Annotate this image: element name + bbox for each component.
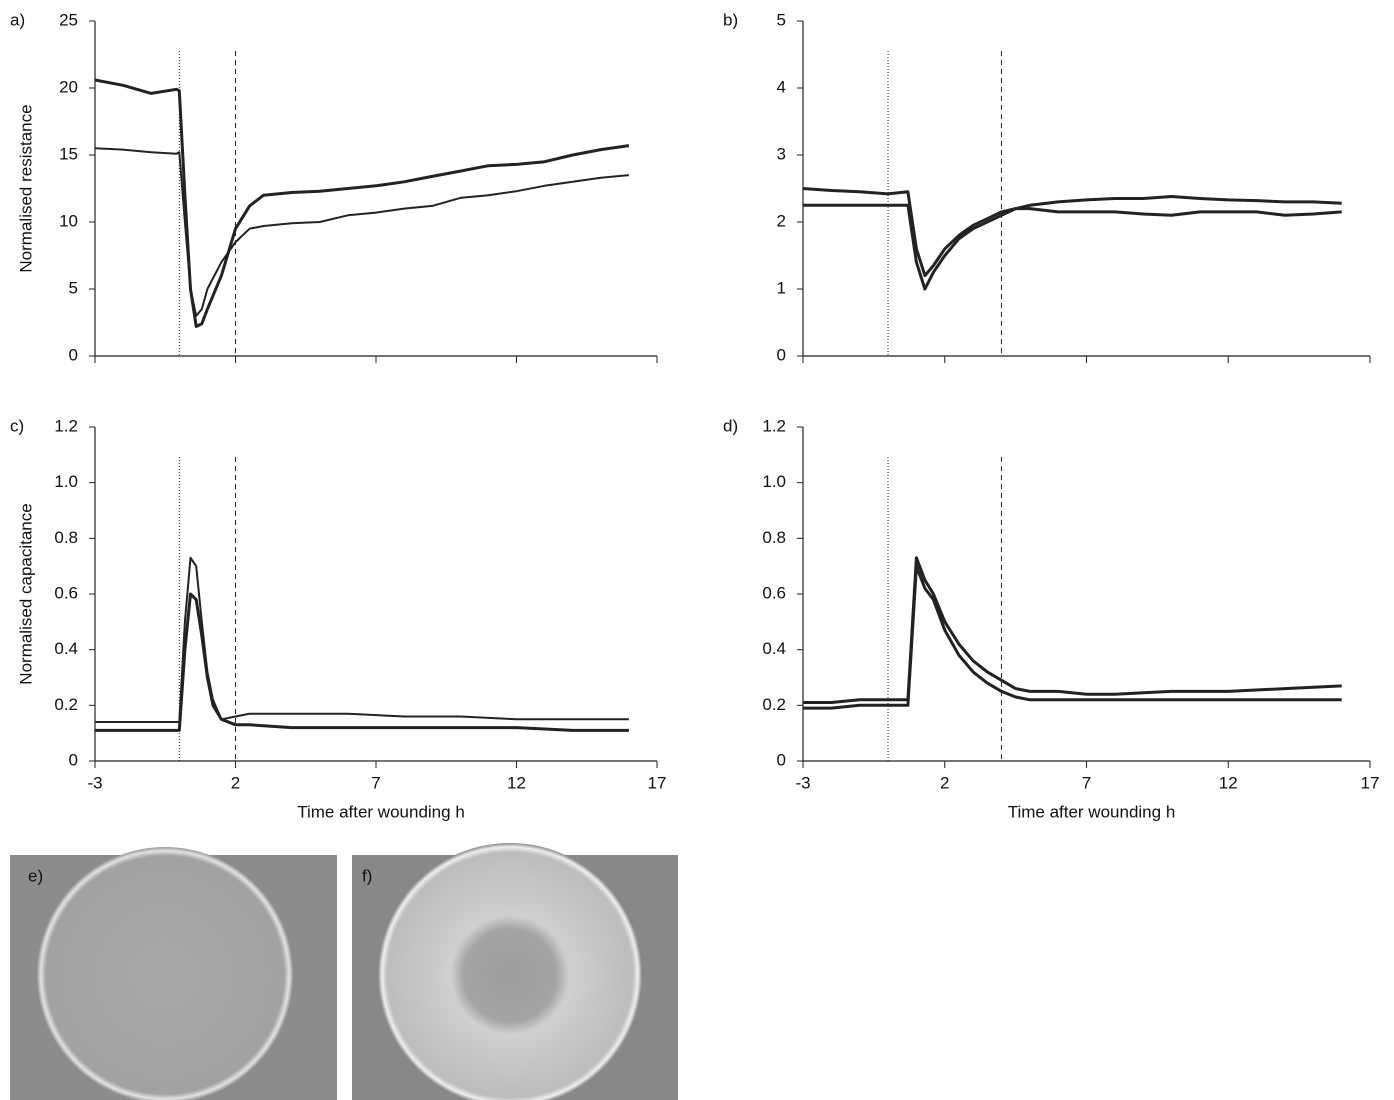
y-axis-label: Normalised capacitance bbox=[16, 503, 35, 684]
y-tick-label: 0 bbox=[69, 750, 78, 769]
data-line bbox=[802, 187, 1342, 278]
y-tick-label: 10 bbox=[59, 211, 78, 230]
x-tick-label: 12 bbox=[1219, 773, 1238, 792]
y-tick-label: 0.6 bbox=[54, 583, 78, 602]
x-tick-label: 17 bbox=[648, 773, 667, 792]
y-tick-label: 25 bbox=[59, 10, 78, 29]
y-tick-label: 0 bbox=[777, 345, 786, 364]
y-tick-label: 0.4 bbox=[54, 639, 78, 658]
y-tick-label: 0.2 bbox=[762, 695, 786, 714]
y-tick-label: 0 bbox=[777, 750, 786, 769]
x-axis-label: Time after wounding h bbox=[297, 802, 465, 821]
data-line bbox=[94, 78, 630, 328]
data-line bbox=[803, 195, 1342, 291]
y-axis-label: Normalised resistance bbox=[16, 104, 35, 272]
x-tick-label: 17 bbox=[1361, 773, 1380, 792]
y-tick-label: 2 bbox=[777, 211, 786, 230]
panel-label: c) bbox=[10, 416, 24, 435]
y-tick-label: 0.8 bbox=[762, 528, 786, 547]
panel-label: d) bbox=[723, 416, 738, 435]
x-tick-label: 2 bbox=[940, 773, 949, 792]
panel-label: b) bbox=[723, 10, 738, 29]
y-tick-label: 3 bbox=[777, 144, 786, 163]
y-tick-label: 0.2 bbox=[54, 695, 78, 714]
y-tick-label: 1 bbox=[777, 278, 786, 297]
panel-label: e) bbox=[28, 866, 43, 885]
y-tick-label: 15 bbox=[59, 144, 78, 163]
y-tick-label: 0.4 bbox=[762, 639, 786, 658]
panel-label: a) bbox=[10, 10, 25, 29]
y-tick-label: 1.2 bbox=[54, 416, 78, 435]
image-f: f) bbox=[352, 843, 678, 1100]
data-line bbox=[803, 564, 1342, 710]
x-tick-label: 7 bbox=[371, 773, 380, 792]
data-line bbox=[95, 556, 629, 723]
y-tick-label: 5 bbox=[69, 278, 78, 297]
x-tick-label: 7 bbox=[1082, 773, 1091, 792]
y-tick-label: 5 bbox=[777, 10, 786, 29]
y-tick-label: 0 bbox=[69, 345, 78, 364]
image-e: e) bbox=[10, 847, 337, 1100]
x-axis-label: Time after wounding h bbox=[1008, 802, 1176, 821]
y-tick-label: 0.6 bbox=[762, 583, 786, 602]
data-line bbox=[95, 592, 629, 732]
x-tick-label: 2 bbox=[231, 773, 240, 792]
y-tick-label: 4 bbox=[777, 77, 786, 96]
panel-label: f) bbox=[362, 866, 372, 885]
y-tick-label: 0.8 bbox=[54, 528, 78, 547]
x-tick-label: 12 bbox=[507, 773, 526, 792]
x-tick-label: -3 bbox=[795, 773, 810, 792]
data-line bbox=[803, 556, 1342, 704]
y-tick-label: 20 bbox=[59, 77, 78, 96]
y-tick-label: 1.0 bbox=[54, 472, 78, 491]
x-tick-label: -3 bbox=[87, 773, 102, 792]
y-tick-label: 1.2 bbox=[762, 416, 786, 435]
data-line bbox=[94, 147, 629, 317]
y-tick-label: 1.0 bbox=[762, 472, 786, 491]
